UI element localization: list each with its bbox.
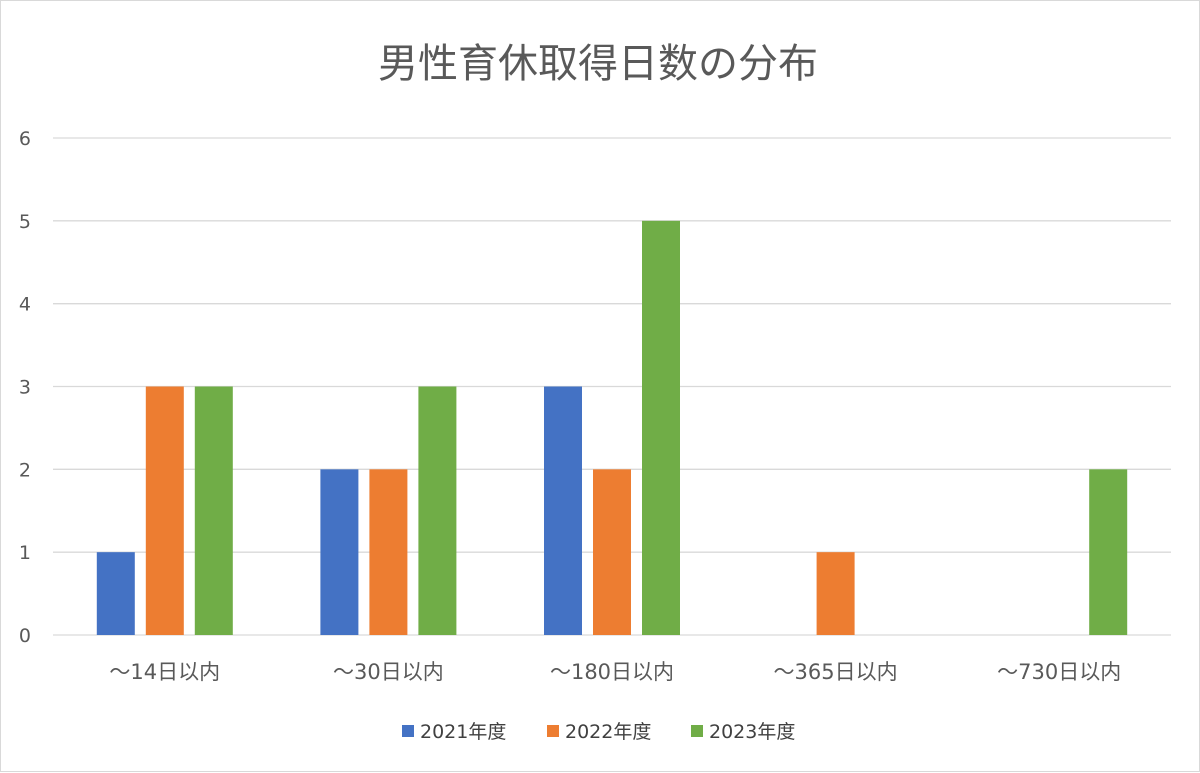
x-category-label: ～30日以内 (333, 660, 444, 684)
bar-2022年度-～365日以内 (816, 552, 855, 635)
y-tick-label: 6 (19, 128, 31, 150)
y-tick-label: 5 (19, 211, 31, 233)
legend-swatch (691, 725, 703, 737)
bar-2022年度-～30日以内 (369, 469, 408, 635)
bars (96, 220, 1128, 636)
legend-swatch (547, 725, 559, 737)
bar-2023年度-～30日以内 (418, 386, 457, 635)
bar-2021年度-～30日以内 (320, 469, 359, 635)
x-category-label: ～730日以内 (997, 660, 1121, 684)
y-axis-ticks: 0 1 2 3 4 5 6 (19, 128, 31, 647)
legend-label: 2023年度 (709, 721, 795, 743)
chart-title: 男性育休取得日数の分布 (378, 41, 818, 87)
x-axis-categories: ～14日以内 ～30日以内 ～180日以内 ～365日以内 ～730日以内 (109, 660, 1121, 684)
legend-label: 2022年度 (565, 721, 651, 743)
x-category-label: ～180日以内 (550, 660, 674, 684)
bar-2021年度-～14日以内 (96, 552, 135, 635)
x-category-label: ～14日以内 (109, 660, 220, 684)
y-tick-label: 4 (19, 294, 31, 316)
legend-label: 2021年度 (420, 721, 506, 743)
legend: 2021年度 2022年度 2023年度 (402, 721, 795, 743)
y-tick-label: 2 (19, 459, 31, 481)
bar-2023年度-～180日以内 (642, 220, 680, 636)
bar-2023年度-～14日以内 (194, 386, 233, 635)
bar-2022年度-～14日以内 (145, 386, 184, 635)
bar-2023年度-～730日以内 (1089, 469, 1128, 635)
legend-swatch (402, 725, 414, 737)
y-tick-label: 0 (19, 625, 31, 647)
bar-2021年度-～180日以内 (544, 386, 582, 635)
bar-2022年度-～180日以内 (593, 469, 631, 635)
x-category-label: ～365日以内 (774, 660, 898, 684)
y-tick-label: 3 (19, 377, 31, 399)
y-tick-label: 1 (19, 542, 31, 564)
